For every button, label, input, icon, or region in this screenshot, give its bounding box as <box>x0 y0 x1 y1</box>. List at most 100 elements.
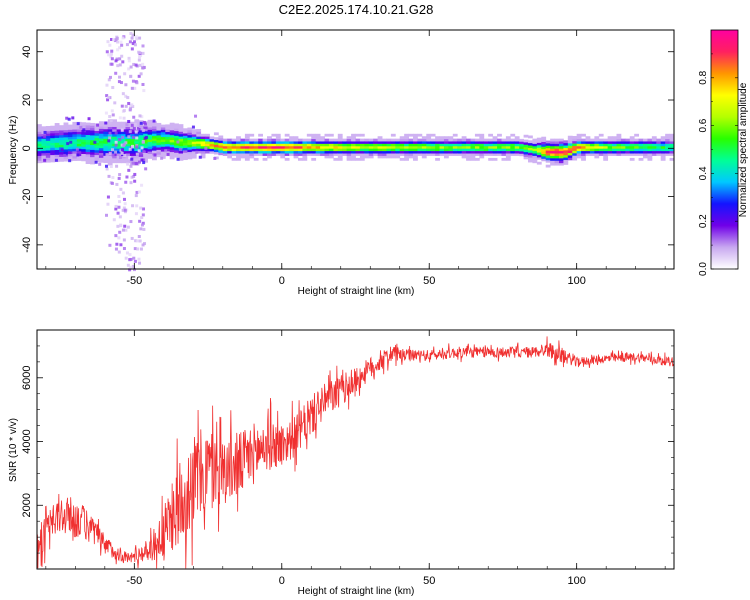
heatmap-cell <box>598 153 604 156</box>
heatmap-cell <box>72 129 78 132</box>
heatmap-cell <box>395 145 401 149</box>
heatmap-cell <box>134 148 140 152</box>
heatmap-cell <box>346 141 352 144</box>
heatmap-cell <box>474 157 480 161</box>
heatmap-cell <box>382 141 387 144</box>
heatmap-cell <box>45 159 51 163</box>
heatmap-cell <box>275 138 281 142</box>
heatmap-cell <box>404 143 409 147</box>
heatmap-cell <box>382 148 387 152</box>
heatmap-cell <box>165 126 171 130</box>
heatmap-cell <box>258 150 263 154</box>
heatmap-scatter-cell <box>213 156 217 160</box>
heatmap-cell <box>430 133 436 137</box>
heatmap-cell <box>625 153 631 156</box>
heatmap-cell <box>174 123 179 127</box>
heatmap-cell <box>620 150 626 154</box>
heatmap-cell <box>399 143 405 147</box>
heatmap-cell <box>103 150 109 154</box>
heatmap-cell <box>280 141 286 144</box>
heatmap-cell <box>497 133 502 137</box>
heatmap-cell <box>417 138 423 142</box>
heatmap-cell <box>656 153 662 156</box>
heatmap-cell <box>85 129 91 133</box>
heatmap-cell <box>656 148 662 152</box>
heatmap-cell <box>532 141 538 144</box>
heatmap-scatter-cell <box>105 153 109 157</box>
heatmap-cell <box>244 141 250 144</box>
heatmap-cell <box>174 137 179 141</box>
heatmap-scatter-cell <box>118 173 122 177</box>
heatmap-cell <box>373 145 379 149</box>
heatmap-cell <box>169 125 175 128</box>
heatmap-cell <box>430 148 436 152</box>
heatmap-cell <box>629 141 635 144</box>
heatmap-scatter-cell <box>129 257 133 261</box>
heatmap-cell <box>505 150 511 154</box>
heatmap-cell <box>651 150 657 154</box>
heatmap-cell <box>152 121 157 125</box>
heatmap-cell <box>448 150 454 154</box>
heatmap-scatter-cell <box>164 149 168 153</box>
heatmap-cell <box>54 152 60 155</box>
heatmap-cell <box>50 135 56 139</box>
heatmap-cell <box>147 141 153 145</box>
heatmap-cell <box>98 142 104 146</box>
heatmap-cell <box>408 143 414 147</box>
heatmap-cell <box>138 144 144 148</box>
heatmap-scatter-cell <box>65 116 69 120</box>
heatmap-cell <box>147 131 153 135</box>
heatmap-cell <box>200 148 206 152</box>
heatmap-cell <box>643 138 648 142</box>
heatmap-cell <box>240 143 246 147</box>
heatmap-cell <box>603 153 609 156</box>
snr-series-line <box>36 336 675 569</box>
heatmap-cell <box>72 141 78 145</box>
heatmap-cell <box>306 133 312 137</box>
heatmap-cell <box>638 145 644 149</box>
heatmap-cell <box>413 145 418 149</box>
heatmap-cell <box>660 138 666 142</box>
heatmap-cell <box>457 138 463 142</box>
heatmap-cell <box>76 129 82 132</box>
heatmap-cell <box>607 145 613 149</box>
heatmap-cell <box>647 153 653 156</box>
heatmap-cell <box>634 145 640 149</box>
heatmap-scatter-cell <box>138 160 142 164</box>
heatmap-cell <box>483 145 489 149</box>
heatmap-cell <box>386 143 392 147</box>
heatmap-cell <box>550 141 555 144</box>
heatmap-cell <box>448 153 454 156</box>
heatmap-scatter-cell <box>130 175 134 179</box>
heatmap-cell <box>165 131 171 135</box>
heatmap-cell <box>390 148 396 152</box>
heatmap-cell <box>585 141 591 144</box>
heatmap-cell <box>390 143 396 147</box>
heatmap-cell <box>50 125 56 129</box>
heatmap-scatter-cell <box>113 101 117 105</box>
heatmap-cell <box>501 138 507 142</box>
heatmap-cell <box>81 158 87 162</box>
heatmap-cell <box>413 143 418 147</box>
heatmap-cell <box>240 155 246 159</box>
heatmap-scatter-cell <box>135 81 139 85</box>
heatmap-cell <box>355 138 361 142</box>
heatmap-cell <box>576 136 582 140</box>
heatmap-scatter-cell <box>123 210 127 214</box>
snr-y-axis-label: SNR (10 * v/v) <box>8 418 19 482</box>
heatmap-cell <box>581 138 586 142</box>
heatmap-scatter-cell <box>133 172 137 176</box>
heatmap-cell <box>50 149 56 153</box>
heatmap-scatter-cell <box>137 190 141 194</box>
heatmap-cell <box>435 153 440 156</box>
heatmap-scatter-cell <box>87 117 91 121</box>
heatmap-cell <box>528 152 533 156</box>
heatmap-cell <box>629 138 635 142</box>
heatmap-cell <box>182 154 188 158</box>
heatmap-cell <box>554 138 560 142</box>
heatmap-cell <box>178 138 184 142</box>
heatmap-cell <box>669 138 675 142</box>
heatmap-cell <box>563 152 569 156</box>
heatmap-scatter-cell <box>117 250 121 254</box>
heatmap-cell <box>567 145 573 149</box>
